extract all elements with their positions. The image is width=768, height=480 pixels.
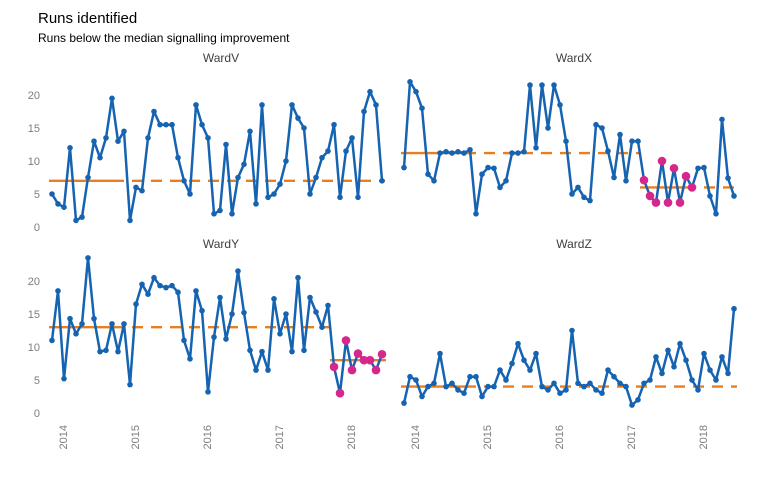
svg-text:2017: 2017: [626, 425, 638, 449]
svg-text:0: 0: [34, 408, 40, 420]
panel-title-wardx: WardX: [555, 51, 593, 65]
svg-text:20: 20: [28, 276, 40, 288]
svg-text:15: 15: [28, 123, 40, 135]
svg-text:2018: 2018: [698, 425, 710, 449]
svg-text:2017: 2017: [274, 425, 286, 449]
panel-wardy: WardY 0 5 10 15 20 2014 2015 2016 2017 2018: [14, 235, 394, 467]
svg-text:2015: 2015: [130, 425, 142, 449]
svg-text:5: 5: [34, 375, 40, 387]
svg-text:10: 10: [28, 156, 40, 168]
panel-wardv: WardV 0 5 10 15 20: [14, 49, 394, 235]
svg-text:2014: 2014: [58, 425, 70, 449]
panel-wardz: WardZ 2014 2015 2016 2017 2018: [400, 235, 748, 467]
svg-text:2018: 2018: [346, 425, 358, 449]
panel-title-wardz: WardZ: [556, 237, 592, 251]
svg-text:15: 15: [28, 309, 40, 321]
facet-grid: WardV 0 5 10 15 20 WardX WardY 0 5 10 15 20 2014 2…: [14, 49, 762, 467]
wardx-plot: [401, 79, 738, 217]
svg-text:20: 20: [28, 90, 40, 102]
svg-text:2014: 2014: [410, 425, 422, 449]
chart-subtitle: Runs below the median signalling improve…: [38, 31, 290, 45]
wardy-plot: 0 5 10 15 20 2014 2015 2016 2017 2018: [28, 255, 387, 449]
panel-wardx: WardX: [400, 49, 748, 235]
wardz-plot: 2014 2015 2016 2017 2018: [401, 305, 737, 449]
svg-text:2016: 2016: [554, 425, 566, 449]
wardv-plot: 0 5 10 15 20: [28, 88, 385, 234]
chart-title: Runs identified: [38, 10, 138, 27]
svg-text:0: 0: [34, 222, 40, 234]
svg-text:2015: 2015: [482, 425, 494, 449]
svg-text:5: 5: [34, 189, 40, 201]
panel-title-wardv: WardV: [202, 51, 240, 65]
svg-text:2016: 2016: [202, 425, 214, 449]
panel-title-wardy: WardY: [202, 237, 240, 251]
svg-text:10: 10: [28, 342, 40, 354]
